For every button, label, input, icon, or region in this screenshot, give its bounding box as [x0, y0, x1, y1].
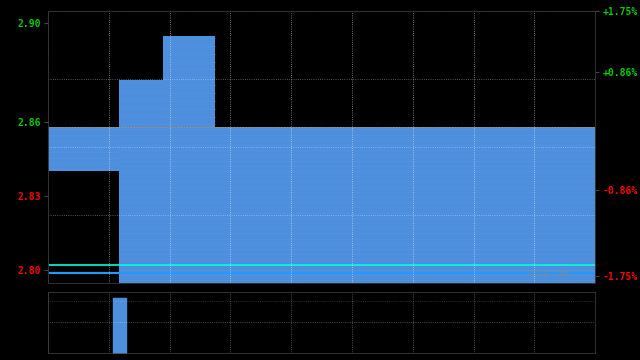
Text: sina.com: sina.com [527, 269, 570, 278]
